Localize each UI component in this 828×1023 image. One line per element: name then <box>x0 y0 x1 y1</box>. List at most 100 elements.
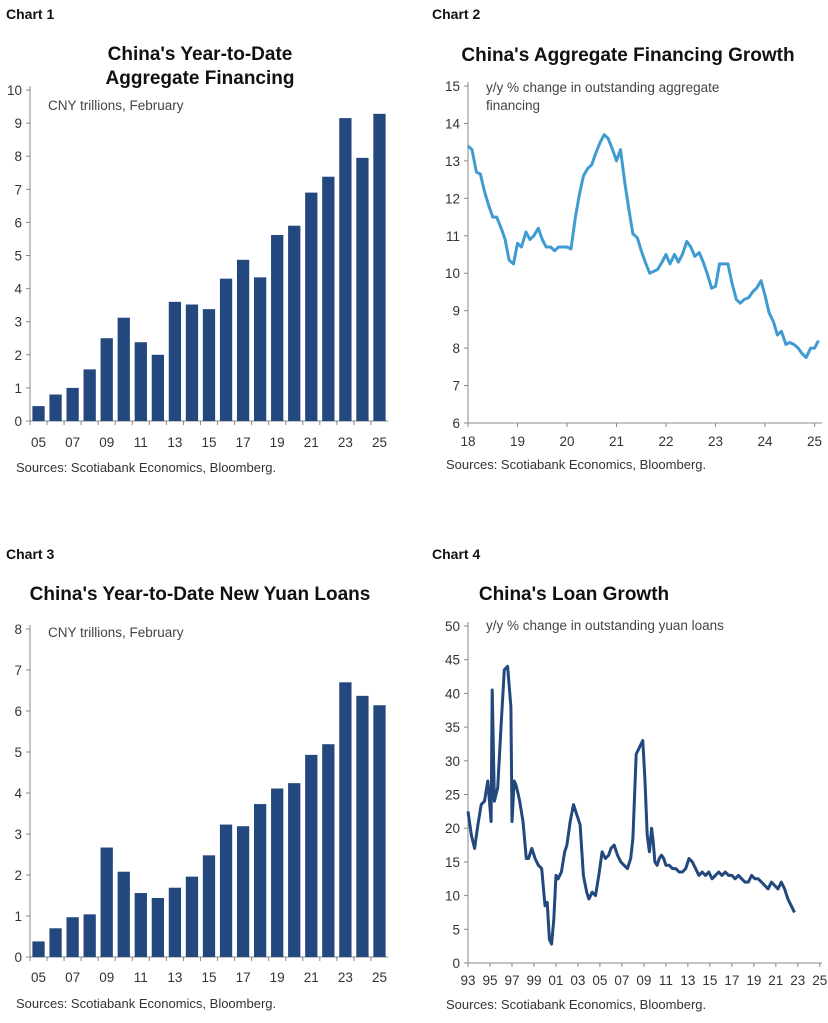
chart-source: Sources: Scotiabank Economics, Bloomberg… <box>446 997 706 1012</box>
y-tick-label: 5 <box>14 249 22 264</box>
bar-05 <box>32 406 45 421</box>
bar-20 <box>288 783 301 957</box>
x-tick-label: 01 <box>548 973 563 988</box>
chart-1-label: Chart 1 <box>6 6 55 22</box>
bar-25 <box>373 705 386 957</box>
bar-23 <box>339 118 352 421</box>
y-tick-label: 5 <box>452 922 460 937</box>
bar-25 <box>373 113 386 421</box>
chart-source: Sources: Scotiabank Economics, Bloomberg… <box>446 457 706 472</box>
x-tick-label: 05 <box>592 973 607 988</box>
x-tick-label: 05 <box>31 970 46 985</box>
chart-2-panel: Chart 2 China's Aggregate Financing Grow… <box>414 0 828 511</box>
bar-21 <box>305 192 318 421</box>
x-tick-label: 95 <box>482 973 497 988</box>
bar-07 <box>66 917 79 957</box>
chart-subtitle: CNY trillions, February <box>48 625 184 640</box>
bar-10 <box>117 871 130 957</box>
x-tick-label: 17 <box>724 973 739 988</box>
bar-08 <box>83 369 96 421</box>
chart-source: Sources: Scotiabank Economics, Bloomberg… <box>16 460 276 475</box>
x-tick-label: 93 <box>460 973 475 988</box>
bar-07 <box>66 387 79 421</box>
bar-06 <box>49 394 62 421</box>
x-tick-label: 18 <box>460 434 475 449</box>
y-tick-label: 13 <box>445 154 460 169</box>
y-tick-label: 2 <box>14 348 22 363</box>
x-tick-label: 07 <box>65 970 80 985</box>
x-tick-label: 13 <box>167 435 182 450</box>
bar-12 <box>151 897 164 957</box>
y-tick-label: 35 <box>445 720 460 735</box>
x-tick-label: 11 <box>134 970 148 985</box>
bar-16 <box>219 824 233 957</box>
x-tick-label: 03 <box>570 973 585 988</box>
x-tick-label: 19 <box>746 973 761 988</box>
y-tick-label: 15 <box>445 79 460 94</box>
x-tick-label: 11 <box>659 973 673 988</box>
chart-2-plot: China's Aggregate Financing Growth y/y % … <box>445 45 822 472</box>
x-tick-label: 21 <box>304 970 319 985</box>
x-tick-label: 23 <box>708 434 723 449</box>
y-tick-label: 50 <box>445 619 460 634</box>
chart-title: China's Aggregate Financing Growth <box>461 45 794 66</box>
bar-10 <box>117 317 130 421</box>
x-tick-label: 09 <box>99 970 114 985</box>
y-tick-label: 9 <box>452 304 460 319</box>
x-tick-label: 25 <box>807 434 822 449</box>
chart-title: China's Year-to-Date New Yuan Loans <box>30 584 371 605</box>
chart-subtitle: y/y % change in outstanding aggregate <box>486 80 719 95</box>
y-tick-label: 0 <box>14 950 22 965</box>
bar-14 <box>185 876 199 957</box>
x-tick-label: 19 <box>510 434 525 449</box>
y-tick-label: 10 <box>7 83 22 98</box>
y-tick-label: 15 <box>445 855 460 870</box>
y-tick-label: 7 <box>14 663 22 678</box>
x-tick-label: 09 <box>99 435 114 450</box>
x-tick-label: 13 <box>167 970 182 985</box>
y-tick-label: 11 <box>446 229 460 244</box>
bar-11 <box>134 893 147 957</box>
x-tick-label: 23 <box>338 435 353 450</box>
series-line <box>466 664 796 946</box>
y-tick-label: 40 <box>445 686 460 701</box>
bar-19 <box>271 234 284 421</box>
bar-21 <box>305 754 318 957</box>
bar-22 <box>322 744 335 957</box>
bar-11 <box>134 342 147 421</box>
y-tick-label: 8 <box>14 149 22 164</box>
chart-1-panel: Chart 1 China's Year-to-Date Aggregate Fi… <box>0 0 414 511</box>
bar-15 <box>202 855 216 957</box>
x-tick-label: 05 <box>31 435 46 450</box>
chart-4-plot: China's Loan Growth y/y % change in outst… <box>445 584 827 1012</box>
x-tick-label: 21 <box>768 973 783 988</box>
x-tick-label: 17 <box>236 970 251 985</box>
y-tick-label: 12 <box>445 191 460 206</box>
chart-1-plot: China's Year-to-Date Aggregate Financing C… <box>7 44 388 475</box>
y-tick-label: 6 <box>14 215 22 230</box>
bar-18 <box>254 804 267 957</box>
x-tick-label: 17 <box>236 435 251 450</box>
x-tick-label: 21 <box>609 434 624 449</box>
y-tick-label: 1 <box>14 909 22 924</box>
chart-3-plot: China's Year-to-Date New Yuan Loans CNY t… <box>14 584 388 1011</box>
chart-title: China's Year-to-Date <box>108 44 293 65</box>
x-tick-label: 19 <box>270 435 285 450</box>
x-tick-label: 97 <box>504 973 519 988</box>
y-tick-label: 30 <box>445 754 460 769</box>
bar-09 <box>100 338 113 421</box>
x-tick-label: 19 <box>270 970 285 985</box>
chart-2-label: Chart 2 <box>432 6 481 22</box>
y-tick-label: 8 <box>14 622 22 637</box>
bar-05 <box>32 941 45 957</box>
x-tick-label: 15 <box>702 973 717 988</box>
y-tick-label: 6 <box>14 704 22 719</box>
x-tick-label: 23 <box>338 970 353 985</box>
x-tick-label: 11 <box>134 435 148 450</box>
y-tick-label: 0 <box>452 956 460 971</box>
x-tick-label: 15 <box>201 435 216 450</box>
bar-17 <box>236 826 250 957</box>
chart-4-panel: Chart 4 China's Loan Growth y/y % change … <box>414 511 828 1022</box>
y-tick-label: 14 <box>445 116 461 131</box>
bar-20 <box>288 225 301 421</box>
